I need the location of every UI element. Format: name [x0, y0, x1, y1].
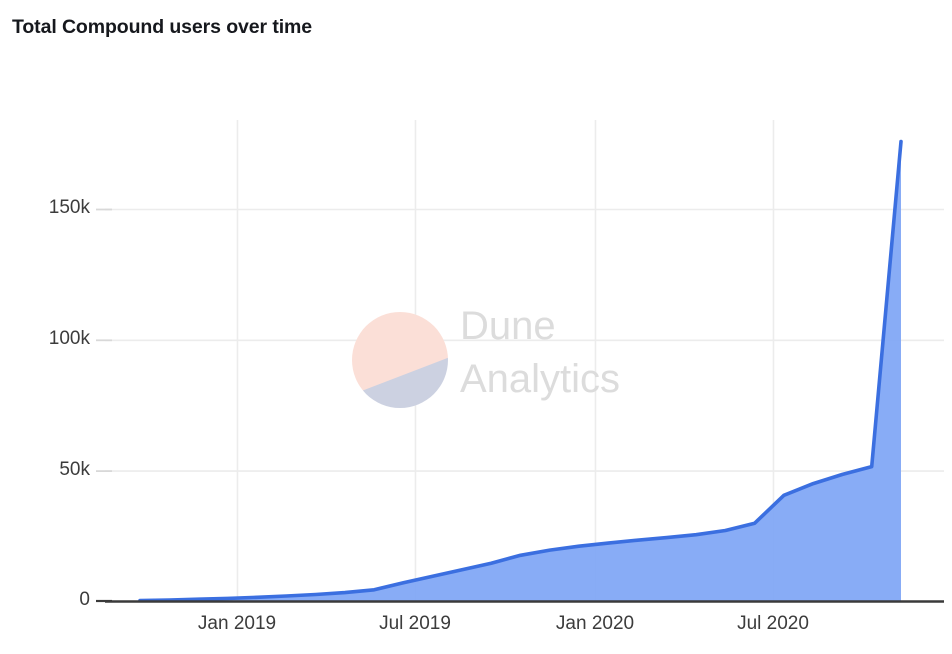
- xtick-label-jan-2019: Jan 2019: [197, 613, 277, 634]
- ytick-label-150k: 150k: [48, 197, 90, 218]
- ytick-label-100k: 100k: [48, 328, 90, 349]
- xtick-label-jul-2019: Jul 2019: [379, 613, 451, 634]
- gridlines-vertical: [236, 120, 775, 601]
- area-line-total-users: [138, 139, 903, 603]
- page-title: Total Compound users over time: [12, 16, 313, 38]
- ytick-label-0: 0: [79, 589, 90, 610]
- area-fill-total-users: [140, 141, 901, 601]
- xtick-label-jul-2020: Jul 2020: [737, 613, 809, 634]
- gridlines-horizontal: [105, 208, 944, 472]
- ytick-marks: [96, 208, 112, 603]
- xtick-label-jan-2020: Jan 2020: [555, 613, 635, 634]
- ytick-label-50k: 50k: [59, 459, 90, 480]
